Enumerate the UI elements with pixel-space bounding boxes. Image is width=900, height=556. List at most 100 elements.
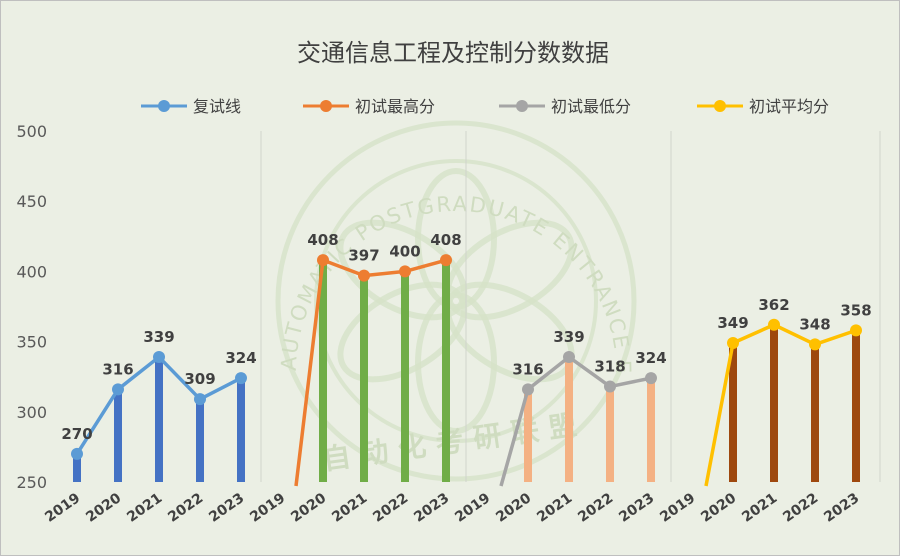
bar (196, 399, 204, 482)
data-label: 316 (102, 360, 133, 378)
data-label: 324 (225, 349, 256, 367)
x-tick-label: 2023 (206, 490, 247, 525)
bar (73, 453, 81, 482)
watermark-ring-inner (314, 159, 598, 443)
x-tick-label: 2021 (739, 490, 780, 525)
x-tick-label: 2019 (452, 490, 493, 525)
bar (770, 324, 778, 482)
point-marker (768, 318, 780, 331)
data-label: 362 (758, 296, 789, 314)
legend-label-2: 初试最高分 (355, 97, 435, 116)
y-axis: 250 300 350 400 450 500 (16, 122, 47, 492)
bar (606, 386, 614, 482)
legend-marker-1 (158, 100, 170, 112)
point-marker (809, 338, 821, 351)
x-tick-label: 2022 (575, 490, 616, 525)
legend-label-4: 初试平均分 (749, 97, 829, 116)
legend-marker-3 (516, 100, 528, 112)
point-marker (440, 254, 452, 267)
panel-4: 349 362 348 358 (704, 296, 872, 487)
data-label: 339 (143, 328, 174, 346)
x-tick-label: 2023 (411, 490, 452, 525)
watermark-ring-outer (275, 120, 637, 482)
bar (442, 260, 450, 482)
point-marker (194, 393, 206, 406)
point-marker (604, 380, 616, 393)
y-tick-label: 500 (16, 122, 47, 141)
data-label: 348 (799, 315, 830, 333)
legend-label-1: 复试线 (193, 97, 241, 116)
point-marker (153, 351, 165, 364)
x-tick-label: 2019 (657, 490, 698, 525)
point-marker (522, 383, 534, 396)
point-marker (235, 372, 247, 385)
bar (114, 389, 122, 482)
panel-2: 408 397 400 408 (294, 231, 462, 487)
point-marker (645, 372, 657, 385)
y-tick-label: 350 (16, 333, 47, 352)
x-tick-label: 2020 (493, 490, 534, 526)
bar (360, 275, 368, 482)
bar (237, 378, 245, 482)
x-tick-label: 2023 (821, 490, 862, 525)
point-marker (112, 383, 124, 396)
x-axis: 2019 2020 2021 2022 2023 2019 2020 2021 2022 2023… (42, 490, 862, 526)
point-marker (727, 337, 739, 350)
panel-1: 270 316 339 309 324 (61, 328, 257, 482)
legend: 复试线 初试最高分 初试最低分 初试平均分 (141, 97, 829, 116)
panel-separators (260, 131, 881, 482)
x-tick-label: 2023 (616, 490, 657, 525)
x-tick-label: 2020 (83, 490, 124, 526)
x-tick-label: 2021 (329, 490, 370, 525)
x-tick-label: 2022 (165, 490, 206, 525)
data-label: 318 (594, 358, 625, 376)
bar (729, 343, 737, 482)
point-marker (563, 351, 575, 364)
x-tick-label: 2021 (534, 490, 575, 525)
legend-marker-2 (320, 100, 332, 112)
data-label: 408 (430, 231, 461, 249)
x-tick-label: 2019 (42, 490, 83, 525)
point-marker (850, 324, 862, 337)
point-marker (399, 265, 411, 278)
bar (811, 344, 819, 482)
y-tick-label: 300 (16, 403, 47, 422)
bar (319, 260, 327, 482)
x-tick-label: 2020 (288, 490, 329, 526)
data-label: 309 (184, 370, 215, 388)
data-label: 324 (635, 349, 666, 367)
bar (524, 389, 532, 482)
bar (401, 271, 409, 482)
watermark-leaf (337, 219, 468, 321)
x-tick-label: 2022 (780, 490, 821, 525)
point-marker (358, 269, 370, 282)
data-label: 397 (348, 247, 379, 265)
data-label: 400 (389, 242, 420, 260)
x-tick-label: 2019 (247, 490, 288, 525)
bar (155, 357, 163, 482)
point-marker (317, 254, 329, 267)
data-label: 408 (307, 231, 338, 249)
x-tick-label: 2022 (370, 490, 411, 525)
legend-label-3: 初试最低分 (551, 97, 631, 116)
y-tick-label: 250 (16, 473, 47, 492)
data-label: 270 (61, 425, 92, 443)
x-tick-label: 2021 (124, 490, 165, 525)
bar (565, 357, 573, 482)
data-label: 339 (553, 328, 584, 346)
data-label: 316 (512, 360, 543, 378)
bar (647, 378, 655, 482)
x-tick-label: 2020 (698, 490, 739, 526)
bar (852, 330, 860, 482)
panel-3: 316 339 318 324 (499, 328, 667, 487)
series-line (704, 323, 857, 487)
chart-title: 交通信息工程及控制分数数据 (297, 39, 609, 67)
legend-marker-4 (714, 100, 726, 112)
y-tick-label: 450 (16, 192, 47, 211)
data-label: 358 (840, 301, 871, 319)
data-label: 349 (717, 314, 748, 332)
y-tick-label: 400 (16, 262, 47, 281)
